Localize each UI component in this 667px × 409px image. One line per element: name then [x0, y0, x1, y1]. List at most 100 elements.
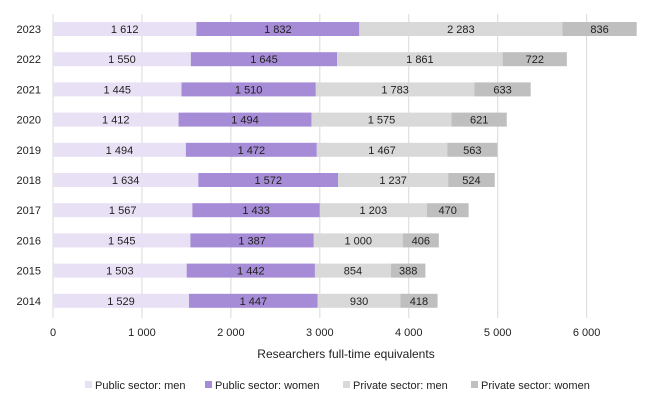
bar-segment	[402, 233, 439, 248]
data-label: 1 472	[238, 145, 266, 157]
data-label: 1 567	[109, 205, 137, 217]
data-label: 1 387	[238, 235, 266, 247]
data-label: 1 861	[406, 54, 434, 66]
legend-swatch	[471, 381, 478, 388]
data-label: 1 447	[240, 296, 268, 308]
bar-segment	[53, 263, 187, 278]
bar-segment	[196, 22, 360, 36]
bar-segment	[53, 112, 179, 127]
bar-segment	[316, 142, 448, 157]
bar-segment	[53, 22, 197, 36]
bar-segment	[313, 233, 403, 248]
bar-segment	[474, 82, 531, 97]
bar-segment	[53, 82, 182, 97]
bar-segment	[181, 82, 316, 97]
data-label: 1 545	[108, 235, 136, 247]
bar-segment	[186, 263, 315, 278]
data-label: 1 832	[264, 24, 292, 36]
legend-swatch	[205, 381, 212, 388]
data-label: 1 612	[111, 24, 139, 36]
bar-segment	[338, 173, 449, 187]
category-labels: 2023 2022 2021 2020 2019 2018 2017 2016 2015 2014	[17, 24, 41, 308]
bar-segment	[53, 233, 191, 248]
bar-segment	[311, 112, 452, 127]
legend-label: Private sector: men	[353, 380, 448, 392]
data-label: 1 467	[368, 145, 396, 157]
x-tick-label: 6 000	[573, 327, 601, 339]
data-label: 930	[350, 296, 368, 308]
data-label: 1 237	[379, 175, 407, 187]
legend-swatch	[343, 381, 350, 388]
data-label: 1 203	[360, 205, 388, 217]
bar-segment	[562, 22, 637, 36]
x-tick-label: 0	[50, 327, 56, 339]
legend-label: Public sector: men	[95, 380, 185, 392]
bars: 1 612 1 832 2 283 836 1 550 1 645 1 861 722 1 44…	[53, 22, 637, 308]
bar-segment	[192, 203, 320, 218]
bar-segment	[53, 173, 199, 187]
bar-segment	[188, 293, 318, 308]
bar-segment	[315, 82, 475, 97]
data-label: 621	[470, 115, 488, 127]
year-label: 2020	[17, 115, 41, 127]
bar-segment	[319, 203, 427, 218]
data-label: 1 433	[242, 205, 270, 217]
data-label: 1 634	[112, 175, 140, 187]
data-label: 1 412	[102, 115, 130, 127]
x-tick-label: 5 000	[484, 327, 512, 339]
data-label: 418	[410, 296, 428, 308]
bar-segment	[390, 263, 426, 278]
x-tick-label: 3 000	[306, 327, 334, 339]
data-label: 1 575	[368, 115, 396, 127]
bar-segment	[448, 173, 495, 187]
bar-segment	[337, 52, 503, 67]
year-label: 2018	[17, 175, 41, 187]
data-label: 836	[590, 24, 608, 36]
bar-segment	[317, 293, 401, 308]
data-label: 524	[462, 175, 480, 187]
data-label: 1 550	[108, 54, 136, 66]
bar-segment	[451, 112, 507, 127]
data-label: 1 442	[237, 266, 265, 278]
data-label: 1 503	[106, 266, 134, 278]
bar-segment	[53, 203, 193, 218]
bar-segment	[359, 22, 563, 36]
data-label: 1 783	[381, 84, 409, 96]
year-label: 2022	[17, 54, 41, 66]
x-tick-label: 4 000	[395, 327, 423, 339]
legend: Public sector: men Public sector: women Pr…	[85, 380, 590, 392]
x-tick-label: 1 000	[128, 327, 156, 339]
x-axis-title: Researchers full-time equivalents	[257, 347, 434, 361]
data-label: 406	[412, 235, 430, 247]
bar-segment	[198, 173, 339, 187]
year-label: 2015	[17, 266, 41, 278]
data-label: 470	[439, 205, 457, 217]
data-label: 1 572	[254, 175, 282, 187]
data-label: 1 445	[103, 84, 131, 96]
data-label: 854	[344, 266, 362, 278]
bar-segment	[190, 52, 338, 67]
legend-label: Private sector: women	[481, 380, 590, 392]
bar-segment	[53, 142, 186, 157]
bar-segment	[190, 233, 314, 248]
bar-segment	[447, 142, 498, 157]
x-tick-label: 2 000	[217, 327, 245, 339]
data-label: 2 283	[447, 24, 475, 36]
data-label: 1 529	[107, 296, 135, 308]
year-label: 2021	[17, 84, 41, 96]
data-label: 1 494	[231, 115, 259, 127]
bar-segment	[426, 203, 469, 218]
data-label: 722	[526, 54, 544, 66]
bar-segment	[185, 142, 317, 157]
data-label: 1 510	[235, 84, 263, 96]
year-label: 2017	[17, 205, 41, 217]
bar-segment	[53, 293, 189, 308]
data-label: 1 494	[106, 145, 134, 157]
bar-segment	[314, 263, 391, 278]
legend-swatch	[85, 381, 92, 388]
bar-segment	[400, 293, 438, 308]
year-label: 2016	[17, 235, 41, 247]
legend-label: Public sector: women	[215, 380, 320, 392]
